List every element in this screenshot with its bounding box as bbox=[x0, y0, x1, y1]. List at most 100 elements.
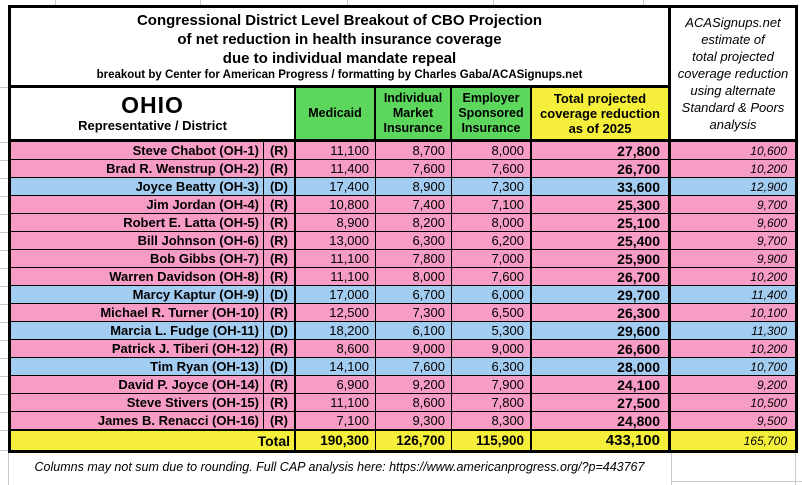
medicaid-value: 7,100 bbox=[296, 412, 376, 430]
individual-market-value: 6,100 bbox=[376, 322, 452, 340]
total-medicaid-value: 190,300 bbox=[296, 430, 376, 450]
party-cell: (R) bbox=[264, 214, 296, 232]
individual-market-value: 8,600 bbox=[376, 394, 452, 412]
rep-name-cell: Jim Jordan (OH-4) bbox=[11, 196, 264, 214]
employer-sponsored-value: 7,600 bbox=[452, 268, 532, 286]
gridline bbox=[0, 286, 8, 287]
individual-market-value: 6,300 bbox=[376, 232, 452, 250]
sp-estimate-value: 9,700 bbox=[671, 232, 795, 250]
total-projected-value: 29,700 bbox=[532, 286, 671, 304]
employer-sponsored-value: 9,000 bbox=[452, 340, 532, 358]
medicaid-value: 18,200 bbox=[296, 322, 376, 340]
employer-sponsored-value: 8,000 bbox=[452, 142, 532, 160]
individual-market-value: 7,600 bbox=[376, 160, 452, 178]
gridline bbox=[200, 0, 201, 5]
total-projected-value: 25,900 bbox=[532, 250, 671, 268]
gridline bbox=[0, 394, 8, 395]
employer-sponsored-value: 5,300 bbox=[452, 322, 532, 340]
total-grand-value: 433,100 bbox=[532, 430, 671, 450]
medicaid-value: 10,800 bbox=[296, 196, 376, 214]
medicaid-value: 6,900 bbox=[296, 376, 376, 394]
total-projected-value: 27,500 bbox=[532, 394, 671, 412]
total-projected-value: 26,700 bbox=[532, 160, 671, 178]
medicaid-value: 14,100 bbox=[296, 358, 376, 376]
sp-estimate-value: 9,600 bbox=[671, 214, 795, 232]
rep-name-cell: Robert E. Latta (OH-5) bbox=[11, 214, 264, 232]
employer-sponsored-value: 7,000 bbox=[452, 250, 532, 268]
title-line-3: due to individual mandate repeal bbox=[222, 49, 457, 67]
gridline bbox=[0, 160, 8, 161]
total-projected-value: 27,800 bbox=[532, 142, 671, 160]
total-projected-value: 24,100 bbox=[532, 376, 671, 394]
sp-estimate-header: ACASignups.net estimate of total project… bbox=[671, 8, 795, 142]
individual-market-value: 7,600 bbox=[376, 358, 452, 376]
individual-market-value: 9,200 bbox=[376, 376, 452, 394]
rep-name-cell: Tim Ryan (OH-13) bbox=[11, 358, 264, 376]
medicaid-value: 17,000 bbox=[296, 286, 376, 304]
rep-name-cell: Marcy Kaptur (OH-9) bbox=[11, 286, 264, 304]
total-projected-value: 26,700 bbox=[532, 268, 671, 286]
employer-sponsored-value: 7,900 bbox=[452, 376, 532, 394]
sp-estimate-value: 10,500 bbox=[671, 394, 795, 412]
party-cell: (R) bbox=[264, 142, 296, 160]
employer-sponsored-column-header: Employer Sponsored Insurance bbox=[452, 88, 532, 142]
party-cell: (D) bbox=[264, 178, 296, 196]
total-projected-value: 28,000 bbox=[532, 358, 671, 376]
party-cell: (R) bbox=[264, 376, 296, 394]
gridline bbox=[0, 178, 8, 179]
gridline bbox=[0, 304, 8, 305]
employer-sponsored-value: 6,000 bbox=[452, 286, 532, 304]
sp-estimate-value: 9,700 bbox=[671, 196, 795, 214]
employer-sponsored-value: 7,100 bbox=[452, 196, 532, 214]
rep-name-cell: David P. Joyce (OH-14) bbox=[11, 376, 264, 394]
sp-estimate-value: 10,200 bbox=[671, 160, 795, 178]
medicaid-value: 11,100 bbox=[296, 142, 376, 160]
individual-market-value: 8,000 bbox=[376, 268, 452, 286]
total-projected-value: 29,600 bbox=[532, 322, 671, 340]
party-cell: (D) bbox=[264, 358, 296, 376]
total-projected-value: 33,600 bbox=[532, 178, 671, 196]
sp-estimate-value: 10,100 bbox=[671, 304, 795, 322]
medicaid-value: 17,400 bbox=[296, 178, 376, 196]
gridline bbox=[0, 232, 8, 233]
party-cell: (R) bbox=[264, 304, 296, 322]
rep-name-cell: James B. Renacci (OH-16) bbox=[11, 412, 264, 430]
total-projected-value: 25,300 bbox=[532, 196, 671, 214]
gridline bbox=[0, 430, 8, 431]
gridline bbox=[0, 358, 8, 359]
employer-sponsored-value: 6,300 bbox=[452, 358, 532, 376]
total-projected-value: 26,300 bbox=[532, 304, 671, 322]
medicaid-value: 8,600 bbox=[296, 340, 376, 358]
gridline bbox=[8, 453, 9, 485]
medicaid-value: 12,500 bbox=[296, 304, 376, 322]
employer-sponsored-value: 6,200 bbox=[452, 232, 532, 250]
employer-sponsored-value: 8,000 bbox=[452, 214, 532, 232]
individual-market-value: 8,700 bbox=[376, 142, 452, 160]
medicaid-value: 11,400 bbox=[296, 160, 376, 178]
sp-estimate-value: 12,900 bbox=[671, 178, 795, 196]
rep-name-cell: Joyce Beatty (OH-3) bbox=[11, 178, 264, 196]
party-cell: (D) bbox=[264, 322, 296, 340]
gridline bbox=[347, 0, 348, 5]
individual-market-value: 8,200 bbox=[376, 214, 452, 232]
sp-estimate-value: 10,700 bbox=[671, 358, 795, 376]
rep-name-cell: Patrick J. Tiberi (OH-12) bbox=[11, 340, 264, 358]
employer-sponsored-value: 6,500 bbox=[452, 304, 532, 322]
sp-estimate-value: 9,900 bbox=[671, 250, 795, 268]
rep-name-cell: Steve Stivers (OH-15) bbox=[11, 394, 264, 412]
state-header: OHIO Representative / District bbox=[11, 88, 296, 142]
gridline bbox=[671, 481, 802, 482]
gridline bbox=[0, 196, 8, 197]
total-sp-estimate-value: 165,700 bbox=[671, 430, 795, 450]
rep-name-cell: Steve Chabot (OH-1) bbox=[11, 142, 264, 160]
sp-estimate-value: 10,200 bbox=[671, 268, 795, 286]
total-projected-value: 26,600 bbox=[532, 340, 671, 358]
medicaid-value: 11,100 bbox=[296, 394, 376, 412]
sp-estimate-value: 10,600 bbox=[671, 142, 795, 160]
total-projected-column-header: Total projected coverage reduction as of… bbox=[532, 88, 671, 142]
individual-market-value: 7,400 bbox=[376, 196, 452, 214]
table-title: Congressional District Level Breakout of… bbox=[11, 8, 671, 88]
gridline bbox=[0, 376, 8, 377]
total-row-label: Total bbox=[11, 430, 296, 450]
